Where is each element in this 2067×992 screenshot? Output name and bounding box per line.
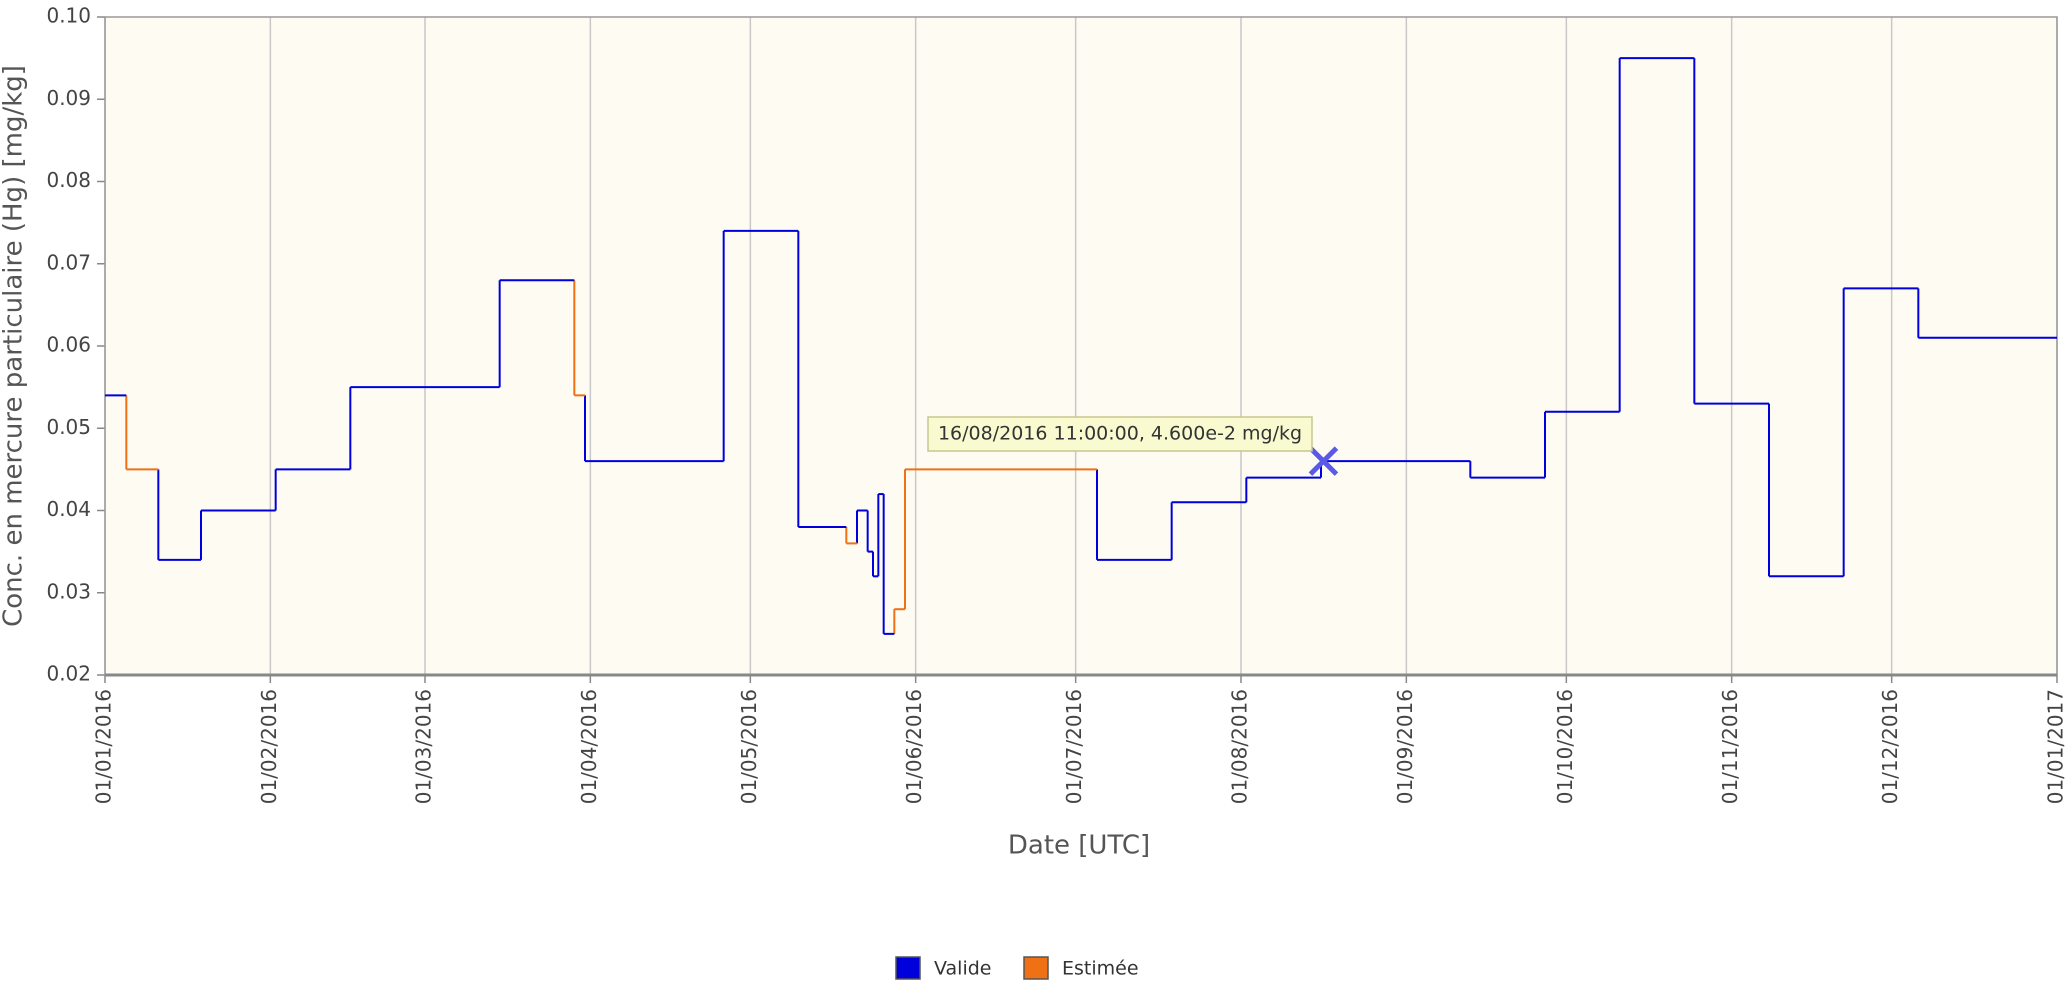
x-tick-label: 01/01/2016 <box>92 689 116 804</box>
x-tick-label: 01/06/2016 <box>902 689 926 804</box>
y-axis-title: Conc. en mercure particulaire (Hg) [mg/k… <box>0 65 29 627</box>
x-tick-label: 01/02/2016 <box>257 689 281 804</box>
x-tick-label: 01/07/2016 <box>1062 689 1086 804</box>
y-tick-label: 0.05 <box>46 415 91 439</box>
y-tick-label: 0.03 <box>46 579 91 603</box>
y-tick-label: 0.07 <box>46 250 91 274</box>
tooltip-text: 16/08/2016 11:00:00, 4.600e-2 mg/kg <box>938 423 1302 445</box>
x-tick-label: 01/01/2017 <box>2044 689 2067 804</box>
x-tick-label: 01/12/2016 <box>1878 689 1902 804</box>
tooltip-box <box>927 416 1313 452</box>
x-tick-label: 01/08/2016 <box>1228 689 1252 804</box>
legend-swatch <box>1023 956 1049 980</box>
y-tick-label: 0.08 <box>46 168 91 192</box>
x-tick-label: 01/11/2016 <box>1718 689 1742 804</box>
legend-label: Valide <box>934 958 991 980</box>
legend-label: Estimée <box>1062 958 1139 980</box>
x-tick-label: 01/05/2016 <box>737 689 761 804</box>
x-tick-label: 01/09/2016 <box>1393 689 1417 804</box>
y-tick-label: 0.04 <box>46 497 91 521</box>
y-tick-label: 0.09 <box>46 86 91 110</box>
y-tick-label: 0.06 <box>46 333 91 357</box>
x-axis-title: Date [UTC] <box>1008 831 1150 861</box>
x-tick-label: 01/04/2016 <box>577 689 601 804</box>
highlight-marker <box>1308 446 1339 476</box>
x-tick-label: 01/10/2016 <box>1553 689 1577 804</box>
y-tick-label: 0.02 <box>46 662 91 686</box>
x-tick-label: 01/03/2016 <box>412 689 436 804</box>
y-tick-label: 0.10 <box>46 4 91 28</box>
legend-swatch <box>895 956 921 980</box>
plot-background <box>105 17 2057 675</box>
